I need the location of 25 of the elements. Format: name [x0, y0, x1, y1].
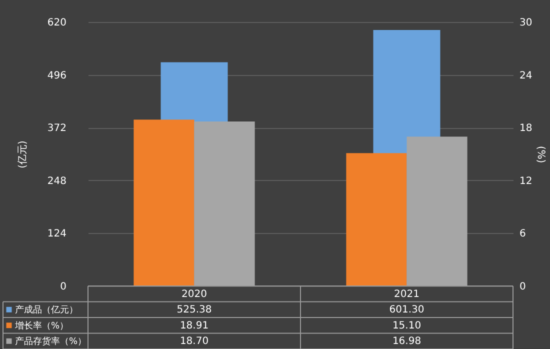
data-label: 18.91: [180, 320, 209, 332]
legend-label: 产成品（亿元）: [15, 304, 78, 316]
legend-label: 产品存货率（%）: [15, 336, 87, 348]
y-axis-title: (亿元): [17, 140, 28, 168]
y-tick-label: 0: [60, 282, 66, 292]
y-tick-label: 620: [47, 18, 66, 28]
y2-tick-label: 12: [520, 176, 532, 187]
data-label: 15.10: [392, 320, 422, 332]
data-label: 525.38: [176, 304, 212, 316]
y2-tick-label: 6: [520, 228, 526, 240]
y2-tick-label: 18: [520, 123, 532, 134]
y2-axis-title: (%): [535, 146, 546, 164]
y2-tick-label: 0: [520, 282, 526, 292]
x-tick-label: 2021: [394, 288, 420, 300]
y2-tick-label: 30: [520, 18, 532, 28]
legend-label: 增长率（%）: [14, 320, 69, 332]
data-label: 16.98: [392, 336, 422, 348]
data-label: 18.70: [180, 336, 209, 348]
data-label: 601.30: [389, 304, 424, 316]
y-tick-label: 248: [47, 176, 66, 187]
y-tick-label: 372: [47, 123, 66, 134]
y-tick-label: 124: [47, 228, 66, 240]
y2-tick-label: 24: [520, 70, 532, 82]
x-tick-label: 2020: [182, 288, 207, 300]
y-tick-label: 496: [47, 70, 66, 82]
